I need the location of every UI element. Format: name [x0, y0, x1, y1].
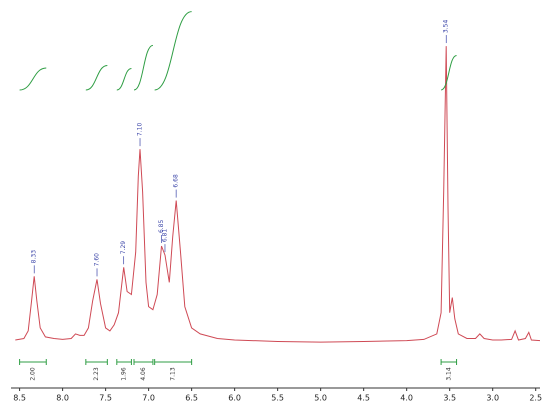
peak-label: 3.54 [443, 20, 450, 34]
x-tick-label: 5.0 [314, 394, 327, 403]
x-tick-label: 8.0 [56, 394, 69, 403]
x-tick-label: 7.0 [142, 394, 155, 403]
x-tick-label: 3.5 [443, 394, 456, 403]
peak-label: 7.29 [120, 241, 127, 255]
x-tick-label: 4.0 [400, 394, 413, 403]
peak-label: 6.85 [158, 219, 165, 233]
peak-label: 8.33 [31, 250, 38, 264]
integral-curve [85, 64, 108, 91]
integral-label: 2.23 [93, 367, 100, 381]
integral-label: 7.13 [170, 367, 177, 381]
integral-label: 4.06 [140, 367, 147, 381]
integral-label: 2.00 [29, 367, 36, 381]
spectrum-line [15, 46, 541, 343]
peak-label: 7.10 [137, 123, 144, 137]
peak-label: 7.60 [94, 253, 101, 267]
integral-curve [19, 67, 47, 91]
x-tick-label: 6.0 [228, 394, 241, 403]
x-tick-label: 2.5 [529, 394, 542, 403]
peak-label: 6.81 [161, 229, 168, 243]
integral-curve [154, 11, 192, 91]
integral-curve [440, 54, 457, 91]
x-tick-label: 6.5 [185, 394, 198, 403]
x-tick-label: 3.0 [486, 394, 499, 403]
x-tick-label: 8.5 [13, 394, 26, 403]
peak-label: 6.68 [173, 174, 180, 188]
x-tick-label: 5.5 [271, 394, 284, 403]
x-tick-label: 7.5 [99, 394, 112, 403]
x-tick-label: 4.5 [357, 394, 370, 403]
integral-label: 1.96 [121, 367, 128, 381]
integral-curve [133, 44, 154, 91]
integral-curve [116, 67, 132, 91]
integral-label: 3.14 [445, 367, 452, 381]
